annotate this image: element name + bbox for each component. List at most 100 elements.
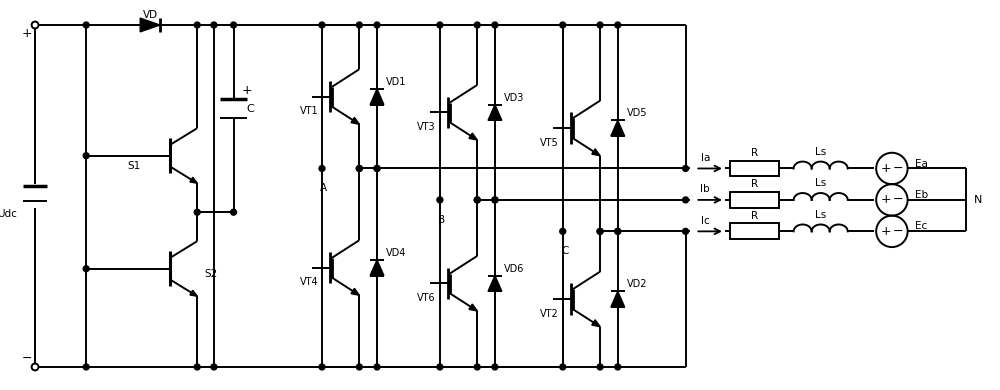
Circle shape [615,364,621,370]
Text: −: − [893,162,903,175]
Text: Ic: Ic [701,216,710,225]
Circle shape [560,229,566,234]
Text: Ls: Ls [815,210,826,220]
Text: VT1: VT1 [299,106,318,117]
Circle shape [83,266,89,272]
Text: R: R [751,179,758,189]
Text: VT6: VT6 [417,293,436,303]
Circle shape [492,364,498,370]
Circle shape [194,364,200,370]
Circle shape [374,364,380,370]
Circle shape [683,197,689,203]
Circle shape [83,22,89,28]
Polygon shape [351,117,359,124]
Text: Ls: Ls [815,178,826,188]
Text: Ec: Ec [915,222,927,231]
Text: VD3: VD3 [504,93,524,103]
Bar [730,161,779,176]
Text: S2: S2 [204,269,217,278]
Text: VD6: VD6 [504,264,524,274]
Text: Ib: Ib [700,184,710,194]
Bar [730,192,779,208]
Bar [730,223,779,239]
Text: +: + [881,162,891,175]
Circle shape [83,364,89,370]
Circle shape [374,22,380,28]
Text: B: B [438,215,445,225]
Circle shape [597,229,603,234]
Polygon shape [611,121,625,136]
Circle shape [319,165,325,172]
Circle shape [597,22,603,28]
Text: +: + [22,27,33,40]
Circle shape [437,197,443,203]
Polygon shape [488,105,502,121]
Text: VD4: VD4 [386,248,406,258]
Circle shape [597,229,603,234]
Text: Eb: Eb [915,190,928,200]
Text: −: − [22,352,32,365]
Circle shape [683,229,689,234]
Polygon shape [140,18,160,32]
Text: Udc: Udc [0,209,17,219]
Text: VD1: VD1 [386,77,406,87]
Text: C: C [561,246,568,256]
Polygon shape [370,89,384,105]
Text: −: − [893,193,903,206]
Text: +: + [881,225,891,238]
Text: VD2: VD2 [627,279,647,289]
Circle shape [319,364,325,370]
Circle shape [597,364,603,370]
Polygon shape [592,320,600,327]
Text: VT4: VT4 [299,277,318,287]
Circle shape [83,153,89,159]
Polygon shape [190,290,197,296]
Text: R: R [751,211,758,221]
Circle shape [319,22,325,28]
Text: VD5: VD5 [627,108,647,119]
Circle shape [356,165,362,172]
Polygon shape [469,133,477,140]
Circle shape [492,22,498,28]
Circle shape [211,364,217,370]
Circle shape [560,364,566,370]
Text: +: + [881,193,891,206]
Circle shape [374,165,380,172]
Circle shape [211,22,217,28]
Text: VD: VD [142,10,158,20]
Polygon shape [370,260,384,276]
Polygon shape [190,177,197,183]
Polygon shape [611,291,625,307]
Text: VT5: VT5 [540,138,559,148]
Circle shape [615,229,621,234]
Text: −: − [893,225,903,238]
Circle shape [492,197,498,203]
Circle shape [560,22,566,28]
Circle shape [194,22,200,28]
Polygon shape [488,276,502,291]
Circle shape [615,22,621,28]
Circle shape [356,165,362,172]
Text: Ea: Ea [915,159,927,168]
Circle shape [437,364,443,370]
Circle shape [474,197,480,203]
Text: Ls: Ls [815,147,826,157]
Circle shape [437,22,443,28]
Circle shape [474,22,480,28]
Circle shape [683,165,689,172]
Text: C: C [246,103,254,113]
Circle shape [356,364,362,370]
Text: N: N [973,195,982,205]
Circle shape [615,229,621,234]
Circle shape [492,197,498,203]
Circle shape [374,165,380,172]
Polygon shape [592,149,600,156]
Text: Ia: Ia [701,152,710,163]
Circle shape [474,364,480,370]
Text: A: A [320,183,328,193]
Circle shape [356,22,362,28]
Text: S1: S1 [127,161,140,170]
Circle shape [474,197,480,203]
Text: VT3: VT3 [417,122,436,132]
Circle shape [231,209,237,215]
